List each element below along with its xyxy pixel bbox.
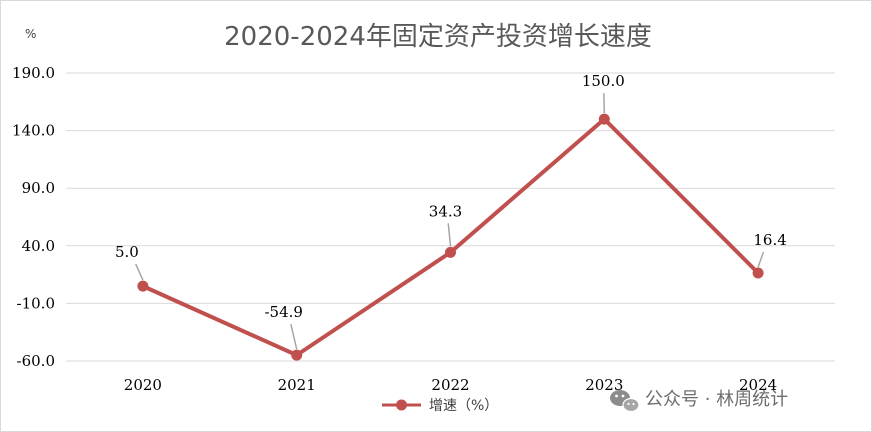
y-tick-label: -10.0 xyxy=(17,294,55,312)
data-label-leader xyxy=(757,251,765,268)
y-tick-label: -60.0 xyxy=(17,352,55,370)
series-line xyxy=(140,117,761,358)
data-label-leader xyxy=(290,323,298,350)
y-tick-label: 190.0 xyxy=(12,64,55,82)
y-unit-label: % xyxy=(25,27,36,41)
data-label-leader xyxy=(135,263,144,281)
y-tick-label: 90.0 xyxy=(22,179,55,197)
data-label: -54.9 xyxy=(264,303,302,321)
data-label: 5.0 xyxy=(115,243,139,261)
legend: 增速（%） xyxy=(382,398,498,414)
data-point xyxy=(137,280,149,292)
watermark: 公众号 · 林周统计 xyxy=(610,389,788,413)
x-tick-label: 2023 xyxy=(585,376,623,394)
data-point xyxy=(291,349,303,361)
data-point xyxy=(752,267,764,279)
wechat-icon xyxy=(610,390,640,413)
chart-title: 2020-2024年固定资产投资增长速度 xyxy=(224,22,652,52)
data-point xyxy=(598,113,610,125)
legend-marker xyxy=(396,399,407,411)
x-tick-label: 2020 xyxy=(124,376,162,394)
legend-label: 增速（%） xyxy=(429,398,498,414)
y-tick-label: 40.0 xyxy=(22,237,55,255)
data-point xyxy=(445,246,456,258)
data-label-leader xyxy=(447,223,452,247)
x-tick-label: 2021 xyxy=(278,376,316,394)
x-tick-label: 2022 xyxy=(431,376,469,394)
data-label: 34.3 xyxy=(429,202,462,220)
watermark-text: 公众号 · 林周统计 xyxy=(645,389,788,410)
x-tick-label: 2024 xyxy=(739,376,777,394)
data-label: 150.0 xyxy=(582,72,625,90)
y-tick-label: 140.0 xyxy=(12,122,55,140)
data-label: 16.4 xyxy=(753,231,786,249)
